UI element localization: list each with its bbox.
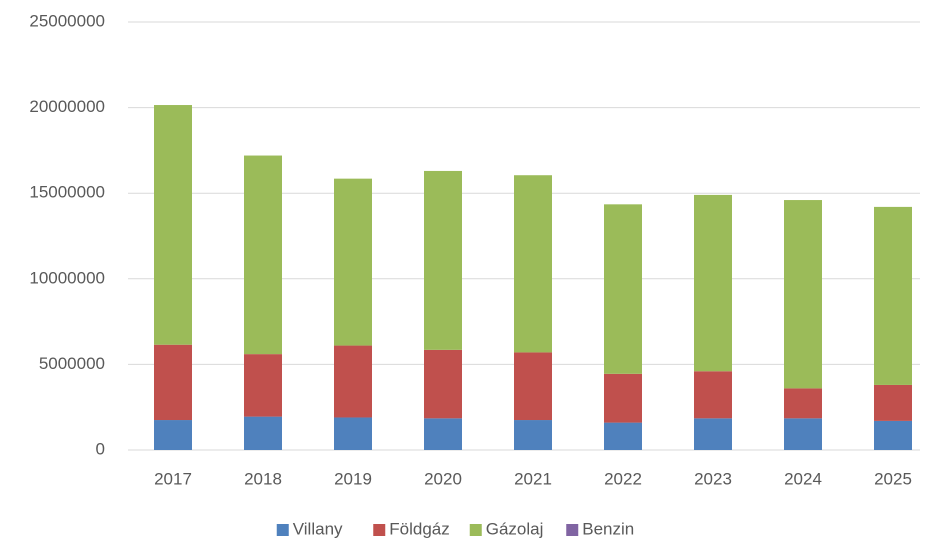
bar-segment bbox=[784, 200, 822, 389]
bar-segment bbox=[514, 175, 552, 353]
legend-label: Gázolaj bbox=[486, 519, 544, 538]
legend-swatch bbox=[566, 524, 579, 536]
x-tick-label: 2020 bbox=[424, 469, 462, 488]
x-tick-label: 2022 bbox=[604, 469, 642, 488]
x-tick-label: 2021 bbox=[514, 469, 552, 488]
bar-segment bbox=[154, 344, 192, 421]
bar-segment bbox=[514, 352, 552, 421]
legend-label: Villany bbox=[293, 519, 343, 538]
y-tick-label: 5000000 bbox=[39, 354, 105, 373]
y-tick-label: 25000000 bbox=[29, 11, 105, 30]
bar-segment bbox=[874, 420, 912, 450]
bar-segment bbox=[244, 416, 282, 450]
bar-segment bbox=[424, 349, 462, 419]
bar-segment bbox=[514, 420, 552, 450]
bar-segment bbox=[244, 354, 282, 417]
legend-swatch bbox=[276, 524, 289, 536]
bar-segment bbox=[784, 418, 822, 450]
bar-segment bbox=[604, 422, 642, 450]
x-tick-label: 2017 bbox=[154, 469, 192, 488]
bar-segment bbox=[784, 388, 822, 419]
x-tick-label: 2019 bbox=[334, 469, 372, 488]
y-tick-label: 15000000 bbox=[29, 183, 105, 202]
bar-segment bbox=[604, 204, 642, 374]
legend-label: Földgáz bbox=[389, 519, 449, 538]
x-tick-label: 2024 bbox=[784, 469, 822, 488]
bar-segment bbox=[694, 418, 732, 450]
y-tick-label: 20000000 bbox=[29, 97, 105, 116]
legend-swatch bbox=[469, 524, 482, 536]
legend-swatch bbox=[373, 524, 386, 536]
y-tick-label: 0 bbox=[96, 439, 105, 458]
x-tick-label: 2023 bbox=[694, 469, 732, 488]
bar-segment bbox=[694, 371, 732, 419]
x-tick-label: 2018 bbox=[244, 469, 282, 488]
x-tick-label: 2025 bbox=[874, 469, 912, 488]
bar-segment bbox=[694, 194, 732, 372]
bar-segment bbox=[154, 105, 192, 345]
bar-segment bbox=[244, 155, 282, 355]
bar-segment bbox=[334, 345, 372, 418]
bar-segment bbox=[874, 206, 912, 385]
bar-segment bbox=[424, 170, 462, 350]
legend-label: Benzin bbox=[582, 519, 634, 538]
bar-segment bbox=[874, 384, 912, 421]
bar-segment bbox=[334, 417, 372, 450]
bar-segment bbox=[154, 420, 192, 450]
y-tick-label: 10000000 bbox=[29, 268, 105, 287]
bar-segment bbox=[424, 418, 462, 450]
bar-segment bbox=[334, 178, 372, 346]
bar-segment bbox=[604, 373, 642, 423]
